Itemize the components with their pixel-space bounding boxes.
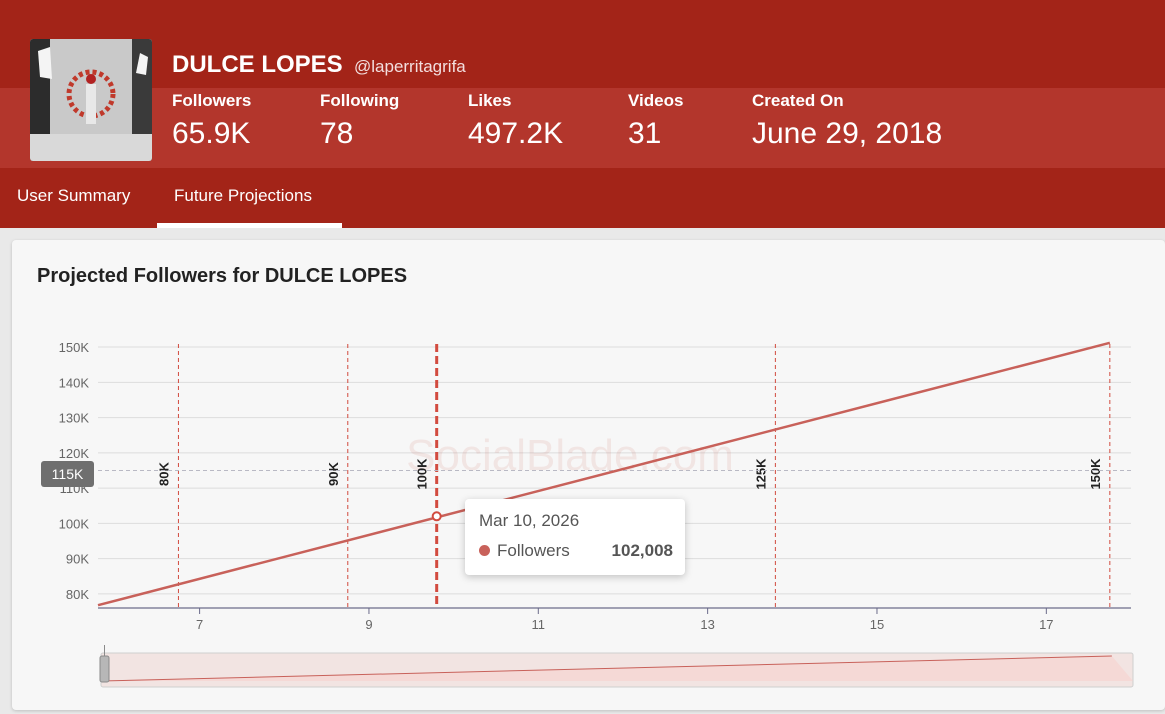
tooltip-date: Mar 10, 2026 xyxy=(479,511,580,530)
y-tick-label: 80K xyxy=(66,587,89,602)
x-tick-label: 17 xyxy=(1039,617,1053,632)
milestone-label: 100K xyxy=(415,458,430,490)
avatar-image xyxy=(30,39,152,161)
y-tick-label: 100K xyxy=(59,516,90,531)
y-tick-label: 130K xyxy=(59,411,90,426)
active-tab-indicator xyxy=(157,223,342,228)
following-value: 78 xyxy=(320,117,354,150)
milestone-label: 90K xyxy=(326,461,341,485)
navigator-line xyxy=(100,655,1112,682)
videos-label: Videos xyxy=(628,91,684,110)
tab-user-summary[interactable]: User Summary xyxy=(17,186,131,205)
tooltip-series-name: Followers xyxy=(497,541,570,560)
tooltip-series-marker xyxy=(479,545,490,556)
profile-handle: @laperritagrifa xyxy=(354,57,466,76)
tab-future-projections[interactable]: Future Projections xyxy=(174,186,312,205)
x-tick-label: 9 xyxy=(365,617,372,632)
series-line-followers xyxy=(97,341,1111,607)
tooltip-value: 102,008 xyxy=(611,541,673,560)
followers-label: Followers xyxy=(172,91,252,110)
crosshair-y-label: 115K xyxy=(41,461,94,487)
stats-band xyxy=(0,88,1165,168)
milestone-label: 125K xyxy=(753,458,768,490)
following-label: Following xyxy=(320,91,400,110)
likes-value: 497.2K xyxy=(468,117,564,150)
avatar xyxy=(30,39,152,161)
x-tick-label: 13 xyxy=(700,617,714,632)
tooltip: Mar 10, 2026 Followers 102,008 xyxy=(465,499,685,575)
y-tick-label: 90K xyxy=(66,552,89,567)
chart-title: Projected Followers for DULCE LOPES xyxy=(37,265,408,287)
followers-value: 65.9K xyxy=(172,117,251,150)
created-on-value: June 29, 2018 xyxy=(752,117,943,150)
videos-value: 31 xyxy=(628,117,662,150)
y-tick-label: 120K xyxy=(59,446,90,461)
x-tick-label: 11 xyxy=(532,617,546,632)
y-tick-label: 140K xyxy=(59,375,90,390)
watermark: SocialBlade.com xyxy=(406,431,734,480)
navigator-handle-left[interactable] xyxy=(99,655,110,683)
created-on-label: Created On xyxy=(752,91,844,110)
x-tick-label: 7 xyxy=(196,617,203,632)
y-tick-label: 150K xyxy=(59,340,90,355)
chart-card xyxy=(12,240,1165,710)
profile-name: DULCE LOPES xyxy=(172,51,343,78)
milestone-label: 150K xyxy=(1088,458,1103,490)
hover-point xyxy=(431,511,442,522)
likes-label: Likes xyxy=(468,91,512,110)
x-tick-label: 15 xyxy=(870,617,884,632)
milestone-label: 80K xyxy=(156,461,171,485)
